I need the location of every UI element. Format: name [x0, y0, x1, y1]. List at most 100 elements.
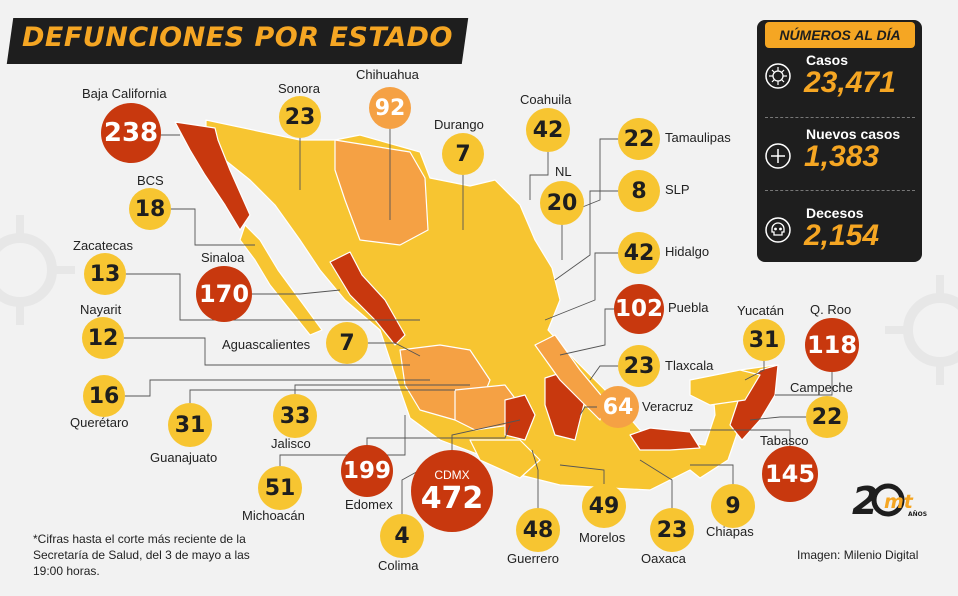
badge-zacatecas: 13 [84, 253, 126, 295]
leader-line [574, 138, 618, 211]
badge-yucatan: 31 [743, 319, 785, 361]
label-guerrero: Guerrero [507, 551, 560, 566]
plus-icon [765, 143, 791, 169]
badge-q-roo: 118 [805, 318, 859, 372]
label-oaxaca: Oaxaca [641, 551, 686, 566]
leader-line [189, 389, 455, 403]
label-morelos: Morelos [579, 530, 626, 545]
leader-line [775, 372, 833, 396]
leader-line [749, 416, 806, 421]
summary-panel [757, 20, 922, 262]
badge-michoacan: 51 [258, 466, 302, 510]
cdmx-tag: CDMX [434, 468, 470, 482]
tabasco-region [629, 427, 701, 451]
badge-durango: 7 [442, 133, 484, 175]
leader-line [559, 464, 605, 484]
badge-nayarit: 12 [82, 317, 124, 359]
label-hidalgo: Hidalgo [665, 244, 710, 259]
badge-tlaxcala: 23 [618, 345, 660, 387]
badge-sonora: 23 [279, 96, 321, 138]
label-nayarit: Nayarit [80, 302, 122, 317]
leader-line [126, 273, 420, 321]
badge-campeche: 22 [806, 396, 848, 438]
badge-aguascalientes: 7 [326, 322, 368, 364]
label-slp: SLP [665, 182, 690, 197]
leader-line [170, 208, 255, 246]
label-colima: Colima [378, 558, 419, 573]
badge-jalisco: 33 [273, 394, 317, 438]
cdmx-value: 472 [420, 480, 484, 516]
leader-line [368, 342, 421, 357]
label-bcs: BCS [137, 173, 164, 188]
label-nl: NL [555, 164, 572, 179]
badge-guerrero: 48 [516, 508, 560, 552]
sinaloa-region [329, 251, 406, 346]
badge-colima: 4 [380, 514, 424, 558]
label-durango: Durango [434, 117, 484, 132]
virus-watermark-icon [885, 275, 958, 385]
new-cases-label: Nuevos casos [806, 126, 901, 142]
virus-icon [765, 63, 791, 89]
guerrero-region [469, 439, 541, 479]
yucatan-region [689, 369, 761, 406]
footnote: *Cifras hasta el corte más reciente de l… [33, 532, 250, 578]
image-credit: Imagen: Milenio Digital [797, 548, 919, 562]
label-campeche: Campeche [790, 380, 853, 395]
virus-watermark-icon [0, 215, 75, 325]
leader-line [451, 419, 521, 450]
skull-icon [765, 217, 791, 243]
label-queretaro: Querétaro [70, 415, 129, 430]
label-coahuila: Coahuila [520, 92, 572, 107]
label-puebla: Puebla [668, 300, 709, 315]
label-q-roo: Q. Roo [810, 302, 852, 317]
label-michoacan: Michoacán [242, 508, 305, 523]
leader-line [744, 361, 765, 381]
label-tabasco: Tabasco [760, 433, 809, 448]
badge-bcs: 18 [129, 188, 171, 230]
badge-edomex: 199 [341, 445, 393, 497]
badge-chiapas: 9 [711, 484, 755, 528]
cases-label: Casos [806, 52, 849, 68]
bcs-region [239, 224, 323, 336]
label-guanajuato: Guanajuato [150, 450, 218, 465]
label-aguascalientes: Aguascalientes [222, 337, 311, 352]
leader-line [589, 365, 618, 381]
milenio-20-anos-logo: 2 mt AÑOS [852, 478, 932, 527]
chihuahua-region [334, 139, 429, 246]
leader-line [554, 190, 618, 281]
leader-line [690, 429, 791, 446]
edomex-region [504, 394, 536, 441]
badge-hidalgo: 42 [618, 232, 660, 274]
badge-guanajuato: 31 [168, 403, 212, 447]
leader-line [529, 152, 549, 200]
baja-california-region [174, 121, 251, 231]
badge-puebla: 102 [614, 284, 664, 334]
label-jalisco: Jalisco [271, 436, 311, 451]
deaths-label: Decesos [806, 205, 864, 221]
badge-morelos: 49 [582, 484, 626, 528]
label-chihuahua: Chihuahua [356, 67, 419, 82]
badge-chihuahua: 92 [369, 87, 411, 129]
divider [765, 190, 915, 191]
leader-line [559, 308, 614, 356]
leader-line [252, 289, 341, 295]
svg-text:mt: mt [884, 491, 914, 513]
label-zacatecas: Zacatecas [73, 238, 133, 253]
label-veracruz: Veracruz [642, 399, 694, 414]
badge-queretaro: 16 [83, 375, 125, 417]
badge-veracruz: 64 [597, 386, 639, 428]
label-yucatan: Yucatán [737, 303, 784, 318]
label-sonora: Sonora [278, 81, 320, 96]
leader-line [294, 384, 470, 394]
badge-baja-california: 238 [101, 103, 161, 163]
badge-sinaloa: 170 [196, 266, 252, 322]
page-title: DEFUNCIONES POR ESTADO [22, 22, 453, 53]
leader-line [544, 252, 618, 321]
badge-cdmx: CDMX 472 [411, 450, 493, 532]
label-chiapas: Chiapas [706, 524, 754, 539]
label-tlaxcala: Tlaxcala [665, 358, 714, 373]
label-baja-california: Baja California [82, 86, 167, 101]
badge-oaxaca: 23 [650, 508, 694, 552]
